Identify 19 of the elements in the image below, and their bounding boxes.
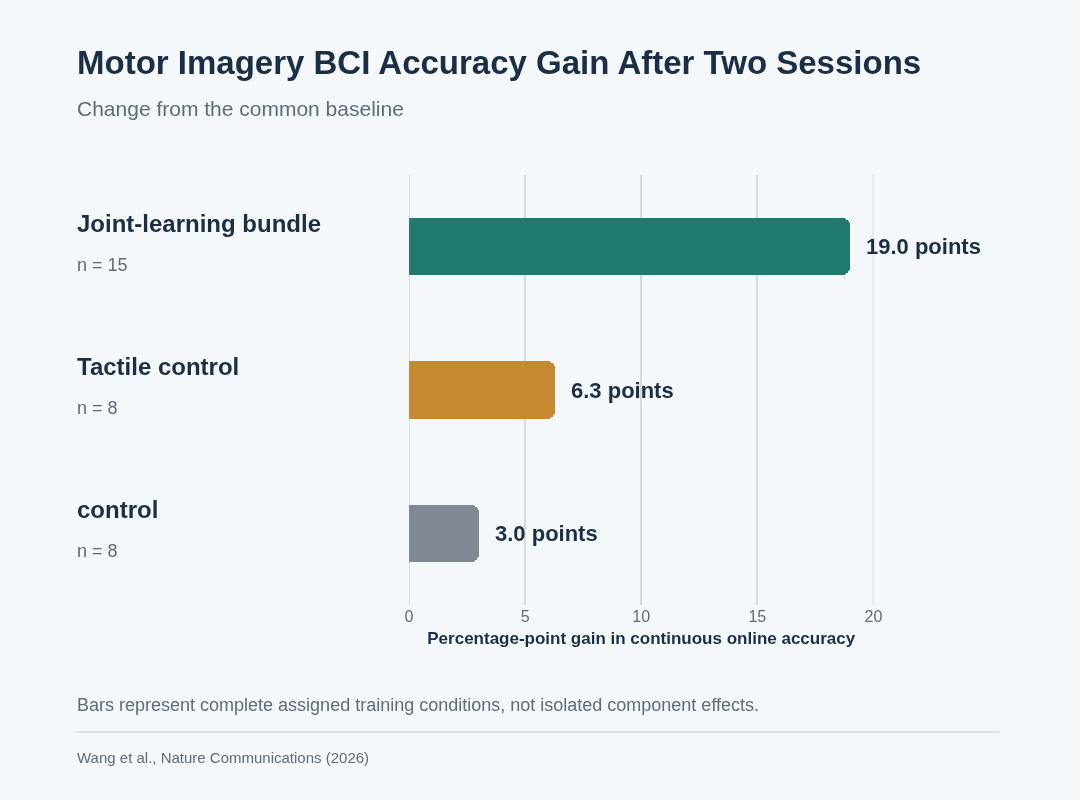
y-tick-label: Tactile control n = 8	[77, 353, 240, 418]
x-tick-label: 5	[520, 608, 530, 625]
data-label: 19.0 points	[866, 234, 981, 259]
x-tick-label: 10	[632, 608, 651, 625]
bar	[409, 505, 480, 562]
x-tick-label: 0	[404, 608, 414, 625]
text: Bars represent complete assigned training conditions, not isolated component effects.	[77, 695, 760, 715]
data-label: 3.0 points	[495, 521, 598, 546]
chart-title: Motor Imagery BCI Accuracy Gain After Two Sessions	[77, 44, 922, 81]
text: Wang et al., Nature Communications (2026)	[77, 749, 370, 766]
bar	[409, 218, 851, 275]
x-tick-label: 20	[864, 608, 883, 625]
text: Change from the common baseline	[77, 97, 404, 120]
x-tick-label: 15	[748, 608, 767, 625]
y-tick-label: Joint-learning bundle n = 15	[77, 210, 321, 275]
bar	[409, 361, 556, 419]
x-axis-title: Percentage-point gain in continuous online accuracy	[427, 629, 856, 649]
y-tick-label: control n = 8	[77, 496, 159, 561]
data-label: 6.3 points	[571, 378, 674, 403]
